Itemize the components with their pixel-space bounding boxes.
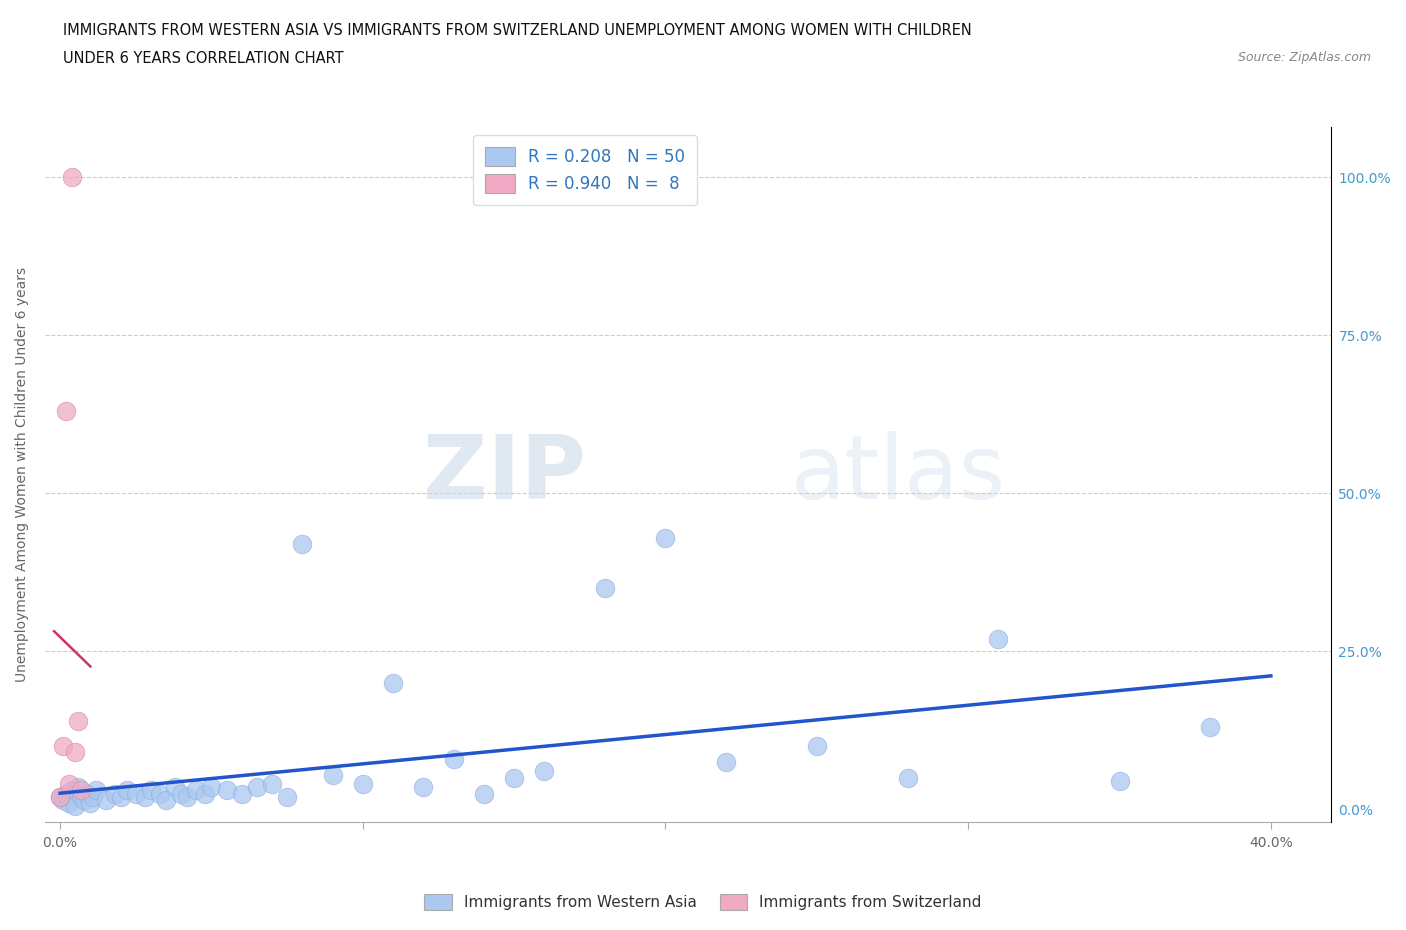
Point [194,786,217,801]
Text: Source: ZipAtlas.com: Source: ZipAtlas.com [1237,51,1371,64]
Point [412,779,434,794]
Point [60,170,83,185]
Point [58,777,80,791]
Point [165,779,187,794]
Point [76,786,98,801]
Point [58,795,80,810]
Point [65,799,87,814]
Point [149,786,172,801]
Legend: Immigrants from Western Asia, Immigrants from Switzerland: Immigrants from Western Asia, Immigrants… [416,886,990,918]
Point [176,790,198,804]
Point [49,790,72,804]
Point [67,779,90,794]
Text: ZIP: ZIP [423,431,585,518]
Point [654,530,676,545]
Point [115,783,138,798]
Point [49,790,72,804]
Point [79,795,101,810]
Point [443,751,465,766]
Point [134,790,156,804]
Point [170,786,193,801]
Point [246,779,269,794]
Point [897,770,920,785]
Point [382,675,405,690]
Point [52,738,75,753]
Point [82,790,104,804]
Text: IMMIGRANTS FROM WESTERN ASIA VS IMMIGRANTS FROM SWITZERLAND UNEMPLOYMENT AMONG W: IMMIGRANTS FROM WESTERN ASIA VS IMMIGRAN… [63,23,972,38]
Point [503,770,526,785]
Point [73,792,96,807]
Point [125,786,148,801]
Point [472,786,495,801]
Point [52,792,75,807]
Point [104,786,127,801]
Point [215,783,238,798]
Point [533,764,555,779]
Point [593,580,616,595]
Point [86,783,108,798]
Point [67,713,90,728]
Point [200,779,222,794]
Point [60,783,83,798]
Point [276,790,298,804]
Point [110,790,132,804]
Text: atlas: atlas [792,431,1007,518]
Point [322,767,344,782]
Point [1108,774,1130,789]
Point [155,792,177,807]
Point [714,754,737,769]
Point [139,783,162,798]
Y-axis label: Unemployment Among Women with Children Under 6 years: Unemployment Among Women with Children U… [15,267,30,682]
Point [94,792,117,807]
Point [70,783,93,798]
Point [260,777,283,791]
Point [291,537,314,551]
Point [806,738,828,753]
Point [1199,720,1222,735]
Point [987,631,1010,646]
Point [70,790,93,804]
Point [231,786,253,801]
Point [186,783,208,798]
Point [55,404,77,418]
Point [65,745,87,760]
Legend: R = 0.208   N = 50, R = 0.940   N =  8: R = 0.208 N = 50, R = 0.940 N = 8 [474,135,697,206]
Text: UNDER 6 YEARS CORRELATION CHART: UNDER 6 YEARS CORRELATION CHART [63,51,344,66]
Point [352,777,374,791]
Point [55,786,77,801]
